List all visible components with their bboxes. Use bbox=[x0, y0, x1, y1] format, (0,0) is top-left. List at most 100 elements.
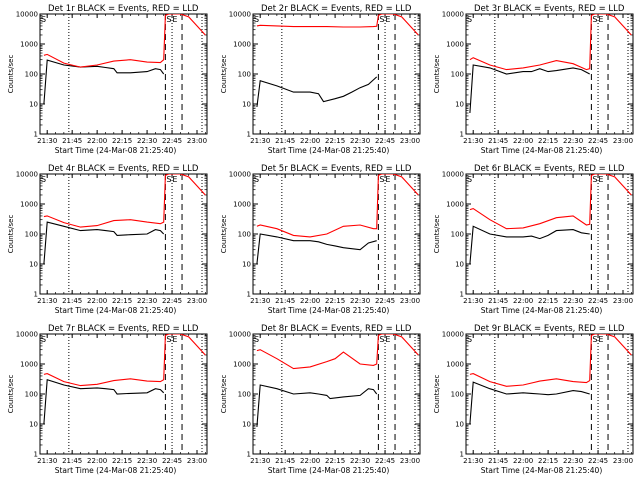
chart-panel: Det 6r BLACK = Events, RED = LLD 1 10 100 10… bbox=[426, 160, 639, 320]
marker-label: S bbox=[166, 175, 171, 184]
chart-title: Det 7r BLACK = Events, RED = LLD bbox=[48, 324, 199, 334]
x-tick-label: 22:15 bbox=[112, 297, 132, 305]
y-tick-label: 10 bbox=[455, 261, 464, 269]
x-tick-label: 22:00 bbox=[300, 297, 320, 305]
x-tick-label: 22:45 bbox=[375, 137, 395, 145]
marker-label: E bbox=[385, 175, 390, 184]
x-tick-label: 22:15 bbox=[325, 297, 345, 305]
x-tick-label: 22:00 bbox=[300, 137, 320, 145]
y-axis-label: Counts/sec bbox=[7, 55, 15, 94]
lld-series-line bbox=[469, 14, 632, 71]
chart-panel: Det 5r BLACK = Events, RED = LLD 1 10 100 10… bbox=[213, 160, 426, 320]
y-tick-label: 100 bbox=[25, 391, 38, 399]
chart-svg: Det 7r BLACK = Events, RED = LLD 1 10 100 10… bbox=[7, 324, 208, 475]
y-tick-label: 1000 bbox=[446, 41, 464, 49]
x-tick-label: 21:30 bbox=[37, 137, 57, 145]
marker-label: E bbox=[172, 175, 177, 184]
x-tick-label: 22:30 bbox=[137, 297, 157, 305]
chart-panel: Det 4r BLACK = Events, RED = LLD 1 10 100 10… bbox=[0, 160, 213, 320]
events-series-line bbox=[469, 381, 590, 425]
x-tick-label: 21:45 bbox=[488, 297, 508, 305]
marker-label: E bbox=[385, 15, 390, 24]
y-tick-label: 100 bbox=[25, 231, 38, 239]
x-tick-label: 21:45 bbox=[275, 137, 295, 145]
y-axis-label: Counts/sec bbox=[433, 215, 441, 254]
x-tick-label: 23:00 bbox=[613, 137, 633, 145]
chart-panel: Det 8r BLACK = Events, RED = LLD 1 10 100 10… bbox=[213, 320, 426, 480]
chart-svg: Det 1r BLACK = Events, RED = LLD 1 10 100 10… bbox=[7, 4, 208, 155]
marker-label: S bbox=[592, 175, 597, 184]
chart-title: Det 4r BLACK = Events, RED = LLD bbox=[48, 164, 199, 174]
chart-panel: Det 2r BLACK = Events, RED = LLD 1 10 100 10… bbox=[213, 0, 426, 160]
marker-label: S bbox=[379, 15, 384, 24]
y-tick-label: 1 bbox=[34, 451, 38, 459]
marker-label: E bbox=[172, 335, 177, 344]
y-axis-label: Counts/sec bbox=[433, 375, 441, 414]
x-tick-label: 22:30 bbox=[350, 297, 370, 305]
x-tick-label: 23:00 bbox=[400, 457, 420, 465]
x-tick-label: 21:30 bbox=[463, 457, 483, 465]
y-axis-label: Counts/sec bbox=[220, 215, 228, 254]
x-tick-label: 23:00 bbox=[400, 137, 420, 145]
chart-svg: Det 8r BLACK = Events, RED = LLD 1 10 100 10… bbox=[220, 324, 421, 475]
chart-svg: Det 5r BLACK = Events, RED = LLD 1 10 100 10… bbox=[220, 164, 421, 315]
x-tick-label: 21:30 bbox=[37, 457, 57, 465]
x-tick-label: 22:45 bbox=[162, 137, 182, 145]
x-axis-label: Start Time (24-Mar-08 21:25:40) bbox=[268, 146, 390, 155]
y-tick-label: 1000 bbox=[446, 201, 464, 209]
x-tick-label: 22:15 bbox=[325, 137, 345, 145]
y-tick-label: 10000 bbox=[16, 11, 38, 19]
x-tick-label: 22:15 bbox=[538, 297, 558, 305]
y-tick-label: 100 bbox=[238, 391, 251, 399]
y-axis-label: Counts/sec bbox=[7, 215, 15, 254]
lld-series-line bbox=[256, 174, 419, 238]
chart-svg: Det 6r BLACK = Events, RED = LLD 1 10 100 10… bbox=[433, 164, 634, 315]
y-tick-label: 1 bbox=[247, 291, 251, 299]
y-tick-label: 10000 bbox=[229, 11, 251, 19]
marker-label: S bbox=[41, 335, 46, 344]
chart-svg: Det 9r BLACK = Events, RED = LLD 1 10 100 10… bbox=[433, 324, 634, 475]
x-tick-label: 21:30 bbox=[250, 457, 270, 465]
y-axis-label: Counts/sec bbox=[433, 55, 441, 94]
y-tick-label: 100 bbox=[238, 71, 251, 79]
events-series-line bbox=[469, 225, 590, 265]
y-tick-label: 100 bbox=[25, 71, 38, 79]
x-tick-label: 23:00 bbox=[400, 297, 420, 305]
x-tick-label: 22:30 bbox=[137, 457, 157, 465]
y-tick-label: 10000 bbox=[229, 171, 251, 179]
marker-label: S bbox=[592, 15, 597, 24]
y-tick-label: 10 bbox=[242, 261, 251, 269]
x-tick-label: 22:45 bbox=[588, 297, 608, 305]
y-tick-label: 1 bbox=[247, 451, 251, 459]
x-axis-label: Start Time (24-Mar-08 21:25:40) bbox=[55, 466, 177, 475]
marker-label: E bbox=[172, 15, 177, 24]
x-tick-label: 22:00 bbox=[513, 137, 533, 145]
marker-label: S bbox=[467, 335, 472, 344]
x-tick-label: 22:15 bbox=[538, 457, 558, 465]
x-tick-label: 22:30 bbox=[563, 457, 583, 465]
y-tick-label: 1000 bbox=[233, 41, 251, 49]
y-axis-label: Counts/sec bbox=[7, 375, 15, 414]
y-tick-label: 10 bbox=[242, 421, 251, 429]
marker-label: S bbox=[592, 335, 597, 344]
lld-series-line bbox=[469, 334, 632, 387]
events-series-line bbox=[256, 76, 378, 107]
y-tick-label: 10 bbox=[242, 101, 251, 109]
x-axis-label: Start Time (24-Mar-08 21:25:40) bbox=[481, 306, 603, 315]
y-tick-label: 100 bbox=[451, 391, 464, 399]
lld-series-line bbox=[43, 334, 206, 387]
y-tick-label: 10 bbox=[29, 101, 38, 109]
y-axis-label: Counts/sec bbox=[220, 55, 228, 94]
y-tick-label: 10 bbox=[455, 421, 464, 429]
marker-label: S bbox=[254, 335, 259, 344]
y-tick-label: 1 bbox=[34, 291, 38, 299]
y-tick-label: 10 bbox=[455, 101, 464, 109]
x-tick-label: 22:45 bbox=[375, 457, 395, 465]
x-tick-label: 21:30 bbox=[250, 297, 270, 305]
x-tick-label: 22:00 bbox=[300, 457, 320, 465]
y-tick-label: 10000 bbox=[442, 171, 464, 179]
y-tick-label: 100 bbox=[451, 231, 464, 239]
x-tick-label: 22:00 bbox=[513, 297, 533, 305]
chart-title: Det 9r BLACK = Events, RED = LLD bbox=[474, 324, 625, 334]
